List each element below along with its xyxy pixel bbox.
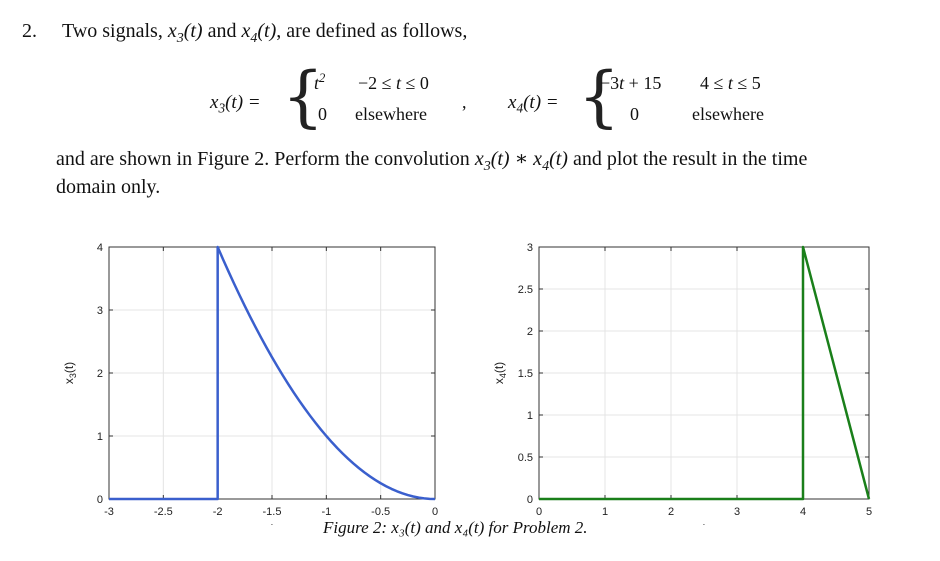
x3-case1-cond: −2 ≤ t ≤ 0 bbox=[358, 73, 429, 93]
x-tick-label: -0.5 bbox=[371, 506, 390, 518]
y-tick-label: 3 bbox=[527, 242, 533, 254]
x3-symbol: x3(t) bbox=[167, 20, 203, 46]
x4-chart: 0 1 2 3 4 5 0 0.5 1 1.5 2 2.5 3 t x4(t) bbox=[492, 242, 872, 525]
x-tick-label: 3 bbox=[734, 506, 740, 518]
body-line-1-end: and plot the result in the time bbox=[572, 148, 808, 170]
x4-case1-cond: 4 ≤ t ≤ 5 bbox=[700, 73, 761, 93]
x-tick-label: 4 bbox=[800, 506, 806, 518]
x-axis-label: t bbox=[702, 521, 706, 525]
problem-number: 2. bbox=[22, 20, 37, 42]
x4-case2-expr: 0 bbox=[630, 104, 639, 124]
and-word: and bbox=[207, 20, 237, 42]
x-tick-label: 5 bbox=[866, 506, 872, 518]
x-tick-label: 0 bbox=[432, 506, 438, 518]
y-tick-label: 0 bbox=[97, 494, 103, 506]
y-tick-label: 3 bbox=[97, 305, 103, 317]
y-tick-label: 1 bbox=[527, 410, 533, 422]
problem-intro-line: Two signals, x3(t) and x4(t), are define… bbox=[62, 20, 468, 46]
x3-case2-cond: elsewhere bbox=[355, 104, 427, 124]
x3-case2-expr: 0 bbox=[318, 104, 327, 124]
definition-separator: , bbox=[462, 92, 467, 112]
defined-text: , are defined as follows, bbox=[276, 20, 468, 42]
body-line-1-text: and are shown in Figure 2. Perform the c… bbox=[56, 148, 470, 170]
x-tick-label: 0 bbox=[536, 506, 542, 518]
x-tick-label: 2 bbox=[668, 506, 674, 518]
y-tick-label: 4 bbox=[97, 242, 103, 254]
x-tick-label: -1 bbox=[321, 506, 331, 518]
x-tick-label: 1 bbox=[602, 506, 608, 518]
y-tick-label: 2.5 bbox=[518, 284, 533, 296]
x-axis-label: t bbox=[270, 521, 274, 525]
y-tick-label: 0 bbox=[527, 494, 533, 506]
x4-case1-expr: −3t + 15 bbox=[600, 73, 662, 93]
x-tick-label: -2.5 bbox=[154, 506, 173, 518]
x4-definition-lhs: x4(t) = bbox=[508, 92, 559, 116]
x4-brace: { bbox=[578, 58, 620, 135]
x4-symbol: x4(t) bbox=[241, 20, 277, 46]
x3-definition-lhs: x3(t) = bbox=[210, 92, 261, 116]
series-line bbox=[539, 245, 871, 501]
series-line bbox=[109, 245, 436, 501]
body-line-1: and are shown in Figure 2. Perform the c… bbox=[56, 146, 808, 174]
y-axis-label: x3(t) bbox=[62, 362, 78, 384]
y-tick-label: 2 bbox=[97, 368, 103, 380]
body-line-2: domain only. bbox=[56, 176, 161, 198]
intro-text: Two signals, bbox=[62, 20, 163, 42]
x-tick-label: -2 bbox=[213, 506, 223, 518]
y-tick-label: 1 bbox=[97, 431, 103, 443]
x3-chart: -3 -2.5 -2 -1.5 -1 -0.5 0 0 1 2 3 4 t x3(t) bbox=[62, 242, 438, 525]
convolution-expression: x3(t) ∗ x4(t) bbox=[474, 148, 568, 174]
y-tick-label: 2 bbox=[527, 326, 533, 338]
x3-case1-expr: t2 bbox=[314, 71, 326, 93]
x-tick-label: -1.5 bbox=[263, 506, 282, 518]
x4-case2-cond: elsewhere bbox=[692, 104, 764, 124]
x3-brace: { bbox=[282, 58, 324, 135]
figure-caption: Figure 2: x₃(t) and x₄(t) for Problem 2. bbox=[323, 518, 588, 537]
y-tick-label: 1.5 bbox=[518, 368, 533, 380]
y-tick-label: 0.5 bbox=[518, 452, 533, 464]
y-axis-label: x4(t) bbox=[492, 362, 508, 384]
x-tick-label: -3 bbox=[104, 506, 114, 518]
